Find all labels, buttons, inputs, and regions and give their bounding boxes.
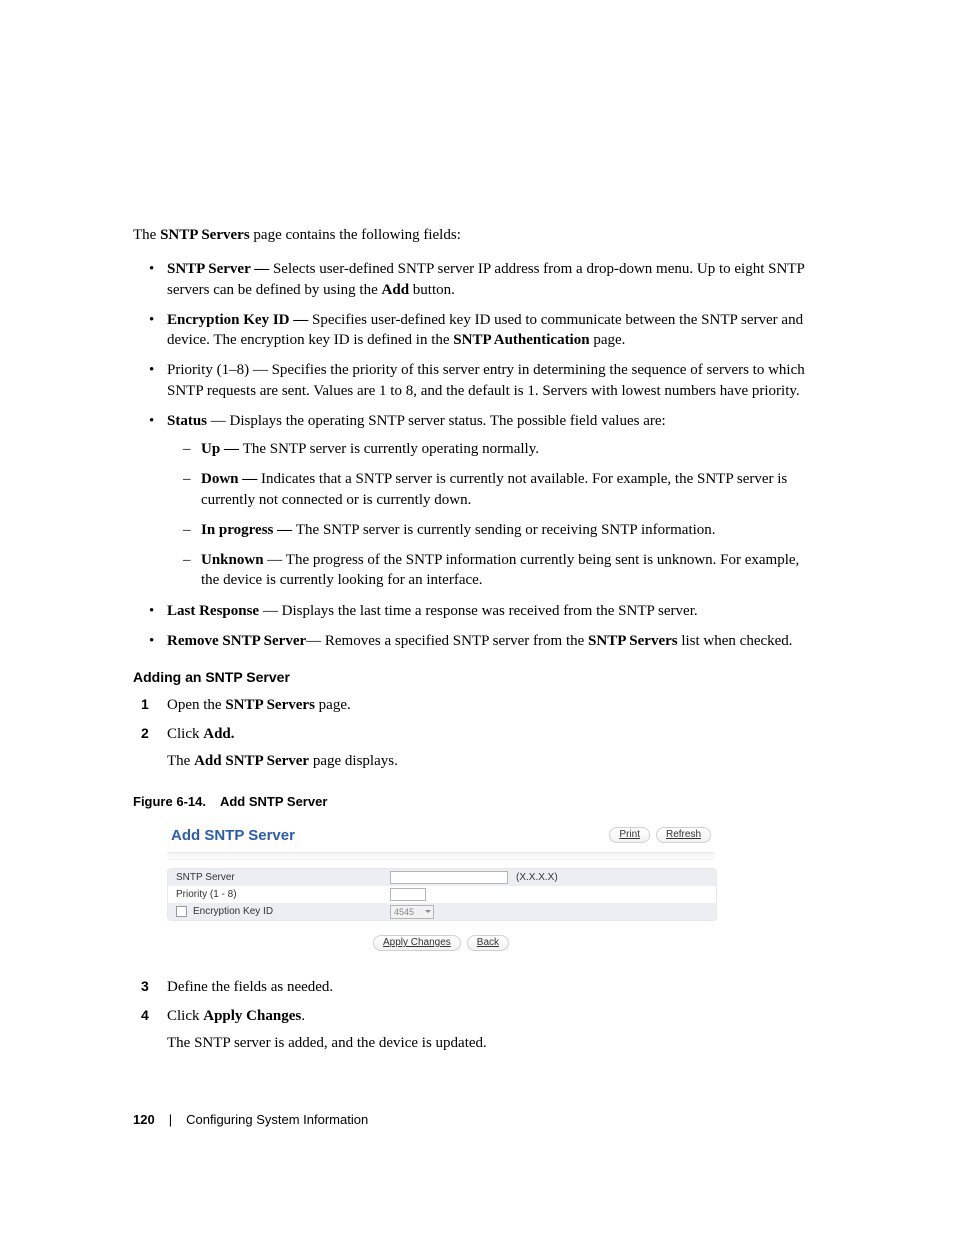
- sub-unknown: Unknown — The progress of the SNTP infor…: [167, 550, 821, 591]
- text-bold: Status: [167, 413, 207, 429]
- intro-paragraph: The SNTP Servers page contains the follo…: [133, 225, 821, 245]
- label-encryption-key: Encryption Key ID: [193, 906, 273, 917]
- text-bold: Add: [382, 282, 410, 298]
- text-bold: Remove SNTP Server: [167, 633, 306, 649]
- text: The SNTP server is currently sending or …: [296, 522, 716, 538]
- text: page displays.: [309, 753, 398, 769]
- text: .: [301, 1008, 305, 1024]
- sub-up: Up — The SNTP server is currently operat…: [167, 439, 821, 459]
- sub-in-progress: In progress — The SNTP server is current…: [167, 520, 821, 540]
- bullet-remove-sntp: Remove SNTP Server— Removes a specified …: [133, 631, 821, 651]
- steps-list-a: Open the SNTP Servers page. Click Add. T…: [133, 695, 821, 772]
- text-bold: In progress —: [201, 522, 296, 538]
- text: The SNTP server is currently operating n…: [243, 441, 539, 457]
- status-sublist: Up — The SNTP server is currently operat…: [167, 439, 821, 591]
- text-bold: Add SNTP Server: [194, 753, 309, 769]
- back-button[interactable]: Back: [467, 935, 509, 951]
- text-bold: Apply Changes: [203, 1008, 301, 1024]
- step-4-sub: The SNTP server is added, and the device…: [167, 1033, 821, 1054]
- section-heading-adding: Adding an SNTP Server: [133, 669, 821, 685]
- hint-sntp-server: (X.X.X.X): [510, 872, 716, 883]
- text: list when checked.: [678, 633, 793, 649]
- field-list: SNTP Server — Selects user-defined SNTP …: [133, 259, 821, 651]
- divider: [167, 852, 715, 860]
- figure-caption: Figure 6-14. Add SNTP Server: [133, 794, 821, 809]
- dialog-header-buttons: Print Refresh: [609, 827, 711, 843]
- row-sntp-server: SNTP Server (X.X.X.X): [168, 869, 716, 886]
- text-bold: SNTP Servers: [160, 227, 250, 243]
- select-encryption-key[interactable]: 4545: [390, 905, 434, 919]
- text-bold: Encryption Key ID —: [167, 312, 312, 328]
- text: The: [133, 227, 160, 243]
- text-bold: Down —: [201, 471, 261, 487]
- step-1: Open the SNTP Servers page.: [133, 695, 821, 716]
- text: Click: [167, 1008, 203, 1024]
- text-bold: SNTP Server —: [167, 261, 273, 277]
- text-bold: Up —: [201, 441, 243, 457]
- text: Indicates that a SNTP server is currentl…: [201, 471, 787, 507]
- text-bold: Add.: [203, 726, 234, 742]
- label-sntp-server: SNTP Server: [168, 872, 390, 883]
- figure-number: Figure 6-14.: [133, 794, 206, 809]
- footer-divider: |: [169, 1112, 172, 1127]
- document-page: The SNTP Servers page contains the follo…: [0, 0, 954, 1187]
- row-encryption-key: Encryption Key ID 4545: [168, 903, 716, 920]
- step-4: Click Apply Changes. The SNTP server is …: [133, 1006, 821, 1054]
- text: Open the: [167, 697, 225, 713]
- text: Define the fields as needed.: [167, 979, 333, 995]
- text-bold: Last Response: [167, 603, 259, 619]
- page-footer: 120 | Configuring System Information: [133, 1112, 821, 1127]
- text: page.: [315, 697, 351, 713]
- bullet-priority: Priority (1–8) — Specifies the priority …: [133, 360, 821, 401]
- step-2: Click Add. The Add SNTP Server page disp…: [133, 724, 821, 772]
- bullet-status: Status — Displays the operating SNTP ser…: [133, 411, 821, 591]
- row-priority: Priority (1 - 8): [168, 886, 716, 903]
- text: Priority (1–8) — Specifies the priority …: [167, 362, 805, 398]
- refresh-button[interactable]: Refresh: [656, 827, 711, 843]
- form-table: SNTP Server (X.X.X.X) Priority (1 - 8) E…: [167, 868, 717, 921]
- checkbox-encryption-key[interactable]: [176, 906, 187, 917]
- text: page contains the following fields:: [250, 227, 461, 243]
- text-bold: Unknown: [201, 552, 264, 568]
- label-priority: Priority (1 - 8): [168, 889, 390, 900]
- apply-changes-button[interactable]: Apply Changes: [373, 935, 461, 951]
- text: — Displays the last time a response was …: [259, 603, 698, 619]
- text-bold: SNTP Servers: [225, 697, 315, 713]
- figure-header: Add SNTP Server Print Refresh: [167, 825, 715, 852]
- step-2-sub: The Add SNTP Server page displays.: [167, 751, 821, 772]
- input-sntp-server[interactable]: [390, 871, 508, 884]
- dialog-title: Add SNTP Server: [171, 827, 295, 844]
- chevron-down-icon: [425, 910, 431, 913]
- step-3: Define the fields as needed.: [133, 977, 821, 998]
- bullet-sntp-server: SNTP Server — Selects user-defined SNTP …: [133, 259, 821, 300]
- text-bold: SNTP Authentication: [453, 332, 589, 348]
- text-bold: SNTP Servers: [588, 633, 678, 649]
- figure-add-sntp-server: Add SNTP Server Print Refresh SNTP Serve…: [167, 825, 715, 951]
- text: — Removes a specified SNTP server from t…: [306, 633, 588, 649]
- text: page.: [590, 332, 626, 348]
- page-number: 120: [133, 1112, 155, 1127]
- select-value: 4545: [394, 907, 414, 917]
- sub-down: Down — Indicates that a SNTP server is c…: [167, 469, 821, 510]
- text: — The progress of the SNTP information c…: [201, 552, 799, 588]
- print-button[interactable]: Print: [609, 827, 650, 843]
- bullet-last-response: Last Response — Displays the last time a…: [133, 601, 821, 621]
- text: The: [167, 753, 194, 769]
- text: Click: [167, 726, 203, 742]
- figure-title: Add SNTP Server: [220, 794, 327, 809]
- dialog-footer-buttons: Apply Changes Back: [167, 935, 715, 951]
- text: — Displays the operating SNTP server sta…: [207, 413, 666, 429]
- input-priority[interactable]: [390, 888, 426, 901]
- bullet-encryption-key: Encryption Key ID — Specifies user-defin…: [133, 310, 821, 351]
- text: button.: [409, 282, 455, 298]
- steps-list-b: Define the fields as needed. Click Apply…: [133, 977, 821, 1054]
- footer-section: Configuring System Information: [186, 1112, 368, 1127]
